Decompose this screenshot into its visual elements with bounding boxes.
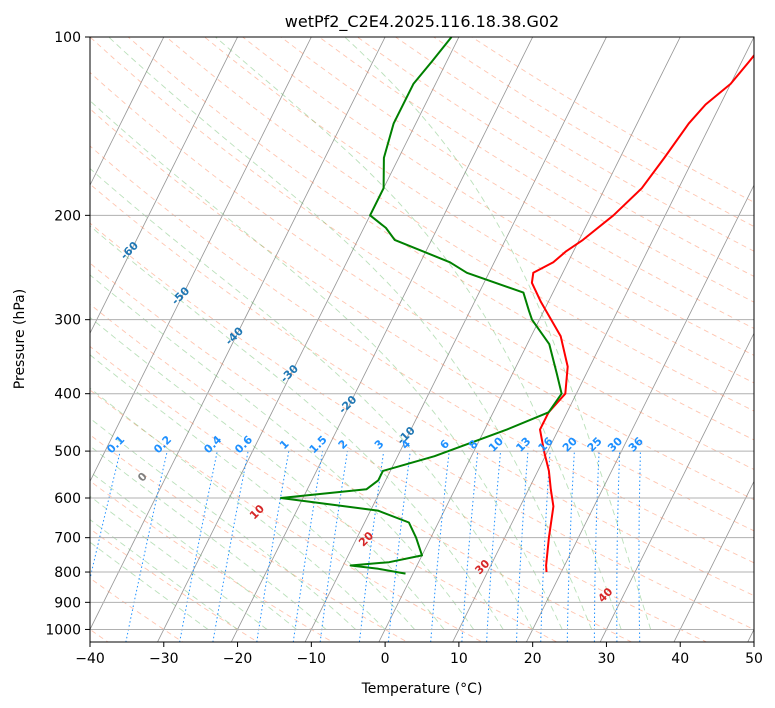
- y-tick-label: 500: [54, 444, 81, 460]
- moist-adiabat-line: [344, 37, 652, 630]
- dry-adiabat-line: [90, 577, 184, 642]
- x-tick-label: 0: [381, 651, 390, 667]
- moist-adiabat-line: [108, 37, 593, 630]
- isotherm-line: [90, 37, 165, 187]
- moist-adiabat-line: [215, 37, 622, 630]
- plot-frame: [89, 36, 755, 643]
- isotherm-line: [90, 37, 239, 335]
- isotherm-line: [157, 37, 460, 642]
- x-tick-label: 20: [524, 651, 542, 667]
- temperature-line: [530, 53, 754, 573]
- isotherm-line: [599, 332, 754, 642]
- dry-adiabat-line: [90, 222, 754, 630]
- x-tick-label: 30: [598, 651, 616, 667]
- chart-title: wetPf2_C2E4.2025.116.18.38.G02: [285, 12, 559, 32]
- dry-adiabat-line: [90, 262, 708, 642]
- moist-adiabat-line: [90, 387, 386, 630]
- moist-adiabat-line: [90, 167, 534, 630]
- profile-series: [279, 37, 754, 575]
- dry-adiabat-line: [90, 71, 754, 501]
- moist-adiabat-line: [90, 274, 474, 630]
- moist-adiabat-line: [90, 417, 356, 630]
- isotherm-line: [304, 37, 607, 642]
- isotherm-line: [90, 37, 386, 631]
- pressure-gridlines: [90, 37, 754, 630]
- y-tick-label: 1000: [45, 622, 81, 638]
- dry-adiabat-line: [242, 37, 754, 356]
- plot-background: [90, 37, 754, 642]
- moist-adiabat-line: [90, 225, 504, 630]
- isotherm-line: [452, 37, 754, 642]
- x-axis-ticks: −40 −30 −20 −10 0 10 20 30 40 50: [75, 642, 763, 667]
- x-tick-label: −40: [75, 651, 105, 667]
- dry-adiabat-line: [166, 37, 754, 412]
- isotherm-line: [673, 480, 754, 642]
- y-tick-label: 300: [54, 313, 81, 329]
- isotherm-label: -80: [12, 156, 35, 179]
- dry-adiabat-line: [90, 480, 334, 642]
- y-axis-ticks: 100 200 300 400 500 600 700 800 900 1000: [45, 30, 90, 638]
- y-tick-label: 100: [54, 30, 81, 46]
- dewpoint-line: [279, 37, 563, 575]
- dry-adiabat-line: [318, 37, 754, 303]
- y-axis-label: Pressure (hPa): [12, 289, 28, 389]
- moist-adiabat-line: [90, 316, 445, 630]
- moist-adiabat-line: [90, 445, 327, 630]
- y-tick-label: 200: [54, 208, 81, 224]
- moist-adiabat-line: [90, 541, 209, 630]
- isotherm-line: [378, 37, 681, 642]
- y-tick-label: 600: [54, 491, 81, 507]
- y-tick-label: 800: [54, 565, 81, 581]
- dry-adiabat-line: [90, 434, 409, 642]
- x-tick-label: 10: [450, 651, 468, 667]
- moist-adiabat-line: [90, 519, 238, 630]
- y-tick-label: 700: [54, 531, 81, 547]
- x-tick-label: 50: [745, 651, 763, 667]
- y-tick-label: 900: [54, 595, 81, 611]
- moist-adiabat-line: [90, 100, 563, 630]
- x-axis-label: Temperature (°C): [361, 681, 483, 697]
- x-tick-label: −20: [223, 651, 253, 667]
- moist-adiabat-line: [90, 471, 297, 630]
- x-tick-label: −30: [149, 651, 179, 667]
- y-tick-label: 400: [54, 387, 81, 403]
- isotherm-line: [90, 37, 312, 483]
- isotherm-line: [230, 37, 534, 642]
- isotherm-line: [525, 184, 754, 642]
- x-tick-label: −10: [297, 651, 327, 667]
- dry-adiabat-line: [127, 37, 754, 441]
- x-tick-label: 40: [671, 651, 689, 667]
